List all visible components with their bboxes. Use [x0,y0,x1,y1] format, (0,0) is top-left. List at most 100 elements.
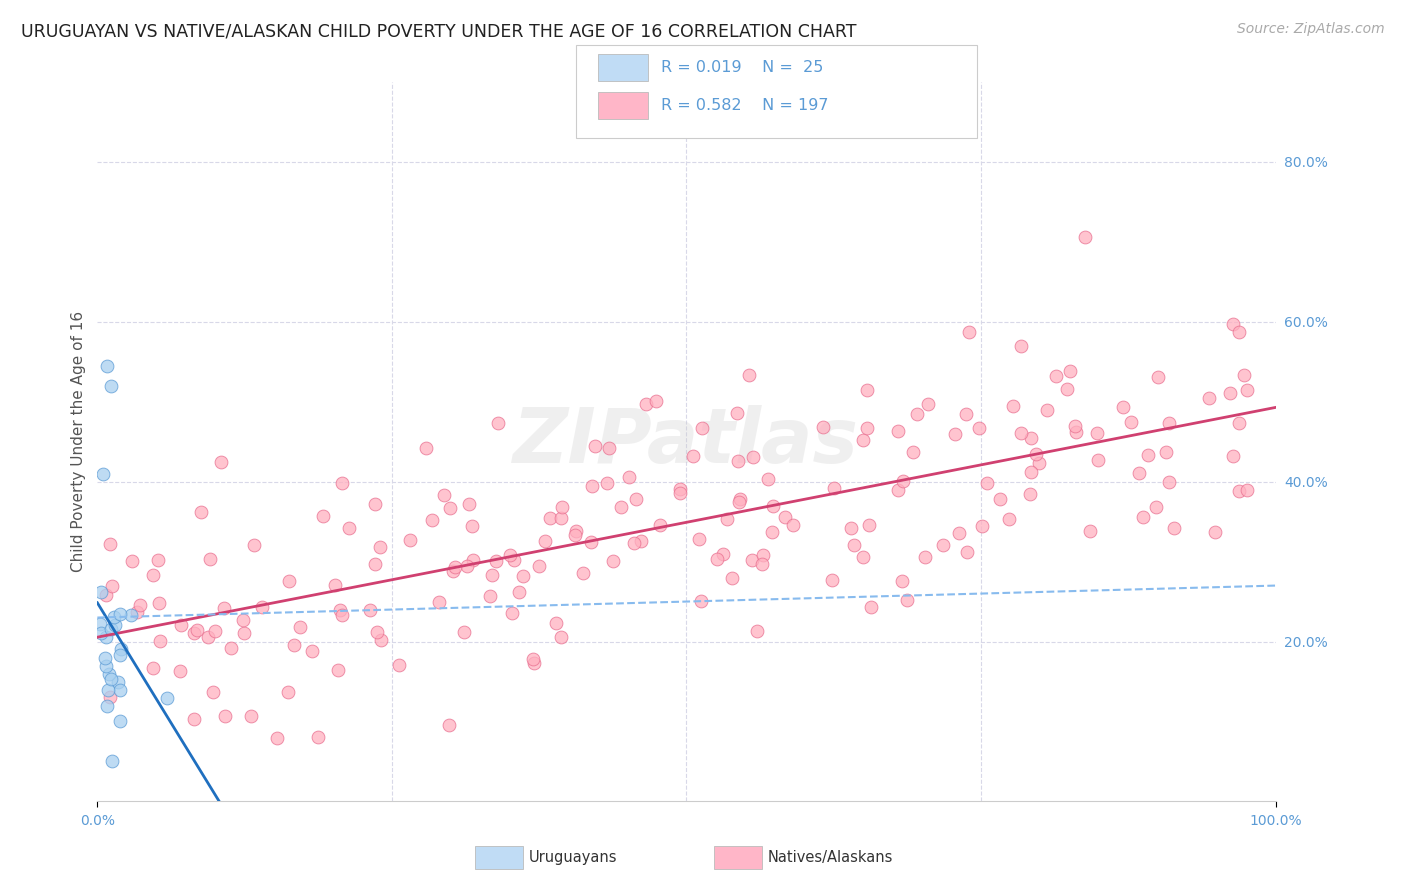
Point [90,585,112,599]
Point [1219,386,1241,401]
Text: R = 0.582    N = 197: R = 0.582 N = 197 [661,98,828,112]
Point [415,441,437,455]
Point [266,731,288,745]
Point [1157,416,1180,430]
Point [751,548,773,562]
Point [823,481,845,495]
Point [636,397,658,411]
Point [142,567,165,582]
Point [437,718,460,732]
Point [183,713,205,727]
Point [1112,401,1135,415]
Point [100,672,122,686]
Point [1019,465,1042,479]
Point [967,421,990,435]
Point [456,559,478,574]
Point [914,550,936,565]
Point [104,618,127,632]
Point [901,444,924,458]
Point [501,606,523,620]
Point [887,483,910,498]
Point [896,593,918,607]
Point [214,709,236,723]
Point [945,427,967,442]
Point [96,698,118,713]
Point [839,521,862,535]
Point [852,549,875,564]
Y-axis label: Child Poverty Under the Age of 16: Child Poverty Under the Age of 16 [72,311,86,573]
Point [1045,369,1067,384]
Point [689,593,711,607]
Text: ZIPatlas: ZIPatlas [513,405,859,479]
Point [948,525,970,540]
Point [370,633,392,648]
Point [209,455,232,469]
Point [364,497,387,511]
Point [232,626,254,640]
Point [821,573,844,587]
Point [624,491,647,506]
Point [972,518,994,533]
Point [852,433,875,447]
Point [288,620,311,634]
Point [932,538,955,552]
Point [669,485,692,500]
Point [1036,402,1059,417]
Point [990,491,1012,506]
Point [617,470,640,484]
Point [738,368,761,382]
Point [782,517,804,532]
Point [201,685,224,699]
Point [148,596,170,610]
Point [534,533,557,548]
Point [120,607,142,622]
Point [956,545,979,559]
Point [581,478,603,492]
Point [96,630,118,644]
Point [214,601,236,615]
Point [1021,431,1043,445]
Text: Natives/Alaskans: Natives/Alaskans [768,850,893,864]
Point [602,554,624,568]
Point [583,439,606,453]
Point [905,407,928,421]
Point [252,600,274,615]
Point [856,383,879,397]
Point [644,393,666,408]
Point [129,598,152,612]
Point [1128,466,1150,480]
Point [546,616,568,631]
Point [108,607,131,621]
Point [997,512,1019,526]
Text: R = 0.019    N =  25: R = 0.019 N = 25 [661,61,823,75]
Point [197,630,219,644]
Point [1227,325,1250,339]
Point [142,660,165,674]
Point [329,603,352,617]
Point [682,449,704,463]
Point [725,406,748,420]
Point [891,474,914,488]
Point [1154,445,1177,459]
Point [692,421,714,435]
Point [441,565,464,579]
Point [323,578,346,592]
Point [183,625,205,640]
Point [96,359,118,373]
Point [623,536,645,550]
Point [1157,475,1180,489]
Point [439,500,461,515]
Point [219,640,242,655]
Point [1236,483,1258,497]
Point [512,568,534,582]
Point [650,518,672,533]
Point [359,603,381,617]
Point [186,624,208,638]
Point [1137,448,1160,462]
Point [891,574,914,589]
Point [98,537,121,551]
Point [100,378,122,392]
Point [728,491,751,506]
Point [564,528,586,542]
Point [328,663,350,677]
